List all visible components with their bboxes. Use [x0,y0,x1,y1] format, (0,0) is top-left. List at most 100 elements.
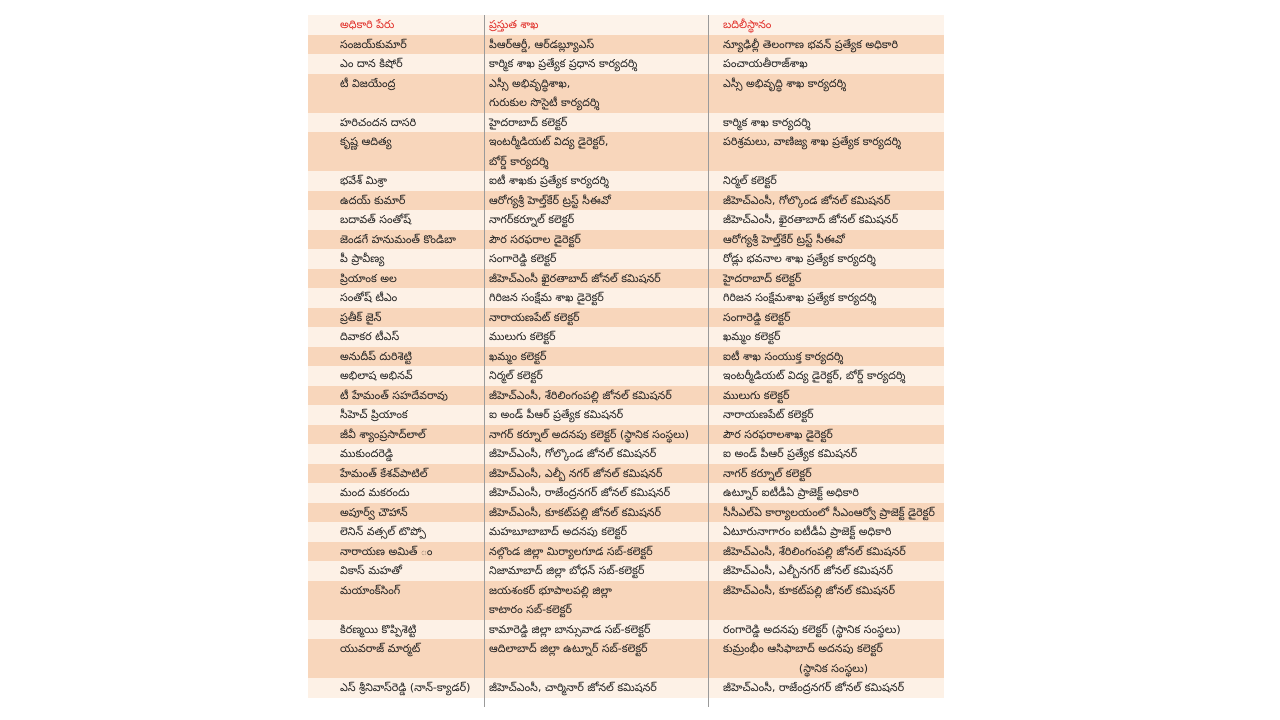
officer-name-line: ఉదయ్ కుమార్ [340,193,406,207]
current-post: సంగారెడ్డి కలెక్టర్ [484,249,708,269]
current-post: పౌర సరఫరాల డైరెక్టర్ [484,230,708,250]
transfer-post: ఏటూరునాగారం ఐటీడీఏ ప్రాజెక్ట్ అధికారి [708,522,944,542]
current-post: నల్గొండ జిల్లా మిర్యాలగూడ సబ్-కలెక్టర్ [484,542,708,562]
transfer-post: ఐటీ శాఖ సంయుక్త కార్యదర్శి [708,347,944,367]
current-post: జీహెచ్‌ఎంసీ, కూకట్‌పల్లి జోనల్ కమిషనర్ [484,503,708,523]
officer-name-line: ప్రతీక్ జైన్ [340,310,382,324]
officer-name: పీ ప్రావీణ్య [308,249,484,269]
current-post: జీహెచ్‌ఎంసీ, శేరిలింగంపల్లి జోనల్ కమిషనర… [484,386,708,406]
current-post-line: ఆదిలాబాద్ జిల్లా ఉట్నూర్ సబ్-కలెక్టర్ [489,642,648,655]
officer-name: మంద మకరందు [308,483,484,503]
transfer-post-line: గిరిజన సంక్షేమశాఖ ప్రత్యేక కార్యదర్శి [723,291,877,304]
transfer-post-line: సీసీఎల్ఏ కార్యాలయంలో సీఎంఆర్వో ప్రాజెక్ట… [723,505,935,519]
current-post-line: కాటారం సబ్-కలెక్టర్ [489,603,572,616]
current-post-line: జీహెచ్‌ఎంసీ ఖైరతాబాద్ జోనల్ కమిషనర్ [489,271,661,285]
current-post-line: జీహెచ్‌ఎంసీ, రాజేంద్రనగర్ జోనల్ కమిషనర్ [489,486,671,499]
officer-name: ఉదయ్ కుమార్ [308,191,484,211]
current-post-line: జీహెచ్‌ఎంసీ, గోల్కొండ జోనల్ కమిషనర్ [489,447,657,460]
officer-name-line: బదావత్ సంతోష్ [340,213,412,226]
current-post: ఐ అండ్ పీఆర్ ప్రత్యేక కమిషనర్ [484,405,708,425]
transfer-post: నారాయణపేట్ కలెక్టర్ [708,405,944,425]
transfer-post: పంచాయతీరాజ్‌శాఖ [708,54,944,74]
table-row: హరిచందన దాసరి హైదరాబాద్ కలెక్టర్ కార్మిక శ… [308,112,944,133]
transfer-post: ఆరోగ్యశ్రీ హెల్త్‌కేర్ ట్రస్ట్ సీఈవో [708,230,944,250]
current-post: నాగర్ కర్నూల్ అదనపు కలెక్టర్ (స్థానిక సం… [484,425,708,445]
officer-name: దివాకర టీఎస్ [308,327,484,347]
table-row: మంద మకరందు జీహెచ్‌ఎంసీ, రాజేంద్రనగర్ జోనల… [308,483,944,503]
transfer-post-line: కార్మిక శాఖ కార్యదర్శి [723,115,811,129]
transfer-post-line: రంగారెడ్డి అదనపు కలెక్టర్ (స్థానిక సంస్థ… [723,622,901,636]
transfer-post: ఉట్నూర్ ఐటీడీఏ ప్రాజెక్ట్ అధికారి [708,483,944,503]
transfer-post: ములుగు కలెక్టర్ [708,386,944,406]
transfer-post: నిర్మల్ కలెక్టర్ [708,171,944,191]
table-row: ఉదయ్ కుమార్ ఆరోగ్యశ్రీ హెల్త్‌కేర్ ట్రస్ట… [308,190,944,211]
table-row: జెండగే హనుమంత్ కొండిబా పౌర సరఫరాల డైరెక్ట… [308,229,944,250]
transfer-post-line: ములుగు కలెక్టర్ [723,388,790,402]
current-post-line: ములుగు కలెక్టర్ [489,330,556,343]
transfer-post: జీహెచ్‌ఎంసీ, రాజేంద్రనగర్ జోనల్ కమిషనర్ [708,678,944,698]
officer-name-line: అనుదీప్ దురిశెట్టి [340,349,413,363]
transfer-post-line: హైదరాబాద్ కలెక్టర్ [723,271,802,285]
table-row: లెనిన్ వత్సల్ టొప్పో మహబూబాబాద్ అదనపు కలె… [308,522,944,542]
current-post-line: ఎస్సీ అభివృద్ధిశాఖ, [489,76,571,90]
table-row: బదావత్ సంతోష్ నాగర్‌కర్నూల్ కలెక్టర్ జీహెచ… [308,210,944,230]
transfer-post: కార్మిక శాఖ కార్యదర్శి [708,113,944,133]
transfer-post: గిరిజన సంక్షేమశాఖ ప్రత్యేక కార్యదర్శి [708,288,944,308]
officer-name-line: లెనిన్ వత్సల్ టొప్పో [340,525,426,538]
header-current-post: ప్రస్తుత శాఖ [489,18,539,31]
officer-name: సీహెచ్ ప్రియాంక [308,405,484,425]
current-post: నిర్మల్ కలెక్టర్ [484,366,708,386]
officer-name: ముకుందరెడ్డి [308,444,484,464]
transfer-post-line: ఐ అండ్ పీఆర్ ప్రత్యేక కమిషనర్ [723,447,858,460]
transfer-post-line: ఎస్సీ అభివృద్ధి శాఖ కార్యదర్శి [723,76,847,90]
table-row: ఎస్ శ్రీనివాస్‌రెడ్డి (నాన్-క్యాడర్) జీహె… [308,678,944,698]
officer-name-line: భవేశ్ మిశ్రా [340,174,387,187]
officer-name: టీ విజయేంద్ర [308,74,484,113]
transfer-post: కుమ్రంభీం ఆసిఫాబాద్ అదనపు కలెక్టర్ (స్థాన… [708,639,944,678]
transfer-post: జీహెచ్‌ఎంసీ, గోల్కొండ జోనల్ కమిషనర్ [708,191,944,211]
transfer-post: జీహెచ్‌ఎంసీ, ఖైరతాబాద్ జోనల్ కమిషనర్ [708,210,944,230]
transfer-post-line: పంచాయతీరాజ్‌శాఖ [723,57,808,70]
officer-name-line: దివాకర టీఎస్ [340,330,400,343]
officer-name: అనుదీప్ దురిశెట్టి [308,347,484,367]
officer-name-line: టీ హేమంత్ సహదేవరావు [340,388,448,402]
officer-name: సంజయ్‌కుమార్ [308,35,484,55]
officer-name: మయాంక్‌సింగ్ [308,581,484,620]
column-divider [708,15,709,707]
transfer-post-line: సంగారెడ్డి కలెక్టర్ [723,310,791,324]
transfer-post: ఖమ్మం కలెక్టర్ [708,327,944,347]
current-post: నారాయణపేట్ కలెక్టర్ [484,308,708,328]
current-post-line: నల్గొండ జిల్లా మిర్యాలగూడ సబ్-కలెక్టర్ [489,544,653,558]
transfer-post-line: న్యూఢిల్లీ తెలంగాణ భవన్ ప్రత్యేక అధికారి [723,37,898,51]
officer-name-line: సంతోష్ టీఎం [340,291,398,304]
current-post-line: హైదరాబాద్ కలెక్టర్ [489,115,568,129]
table-row: సీహెచ్ ప్రియాంక ఐ అండ్ పీఆర్ ప్రత్యేక కమి… [308,405,944,425]
current-post: ఎస్సీ అభివృద్ధిశాఖ, గురుకుల సొసైటీ కార్యద… [484,74,708,113]
officer-name-line: పీ ప్రావీణ్య [340,252,385,265]
officer-name-line: యువరాజ్ మార్మట్ [340,642,421,655]
current-post-line: ఇంటర్మీడియట్ విద్య డైరెక్టర్, [489,135,609,148]
header-transfer-post: బదిలీస్థానం [723,18,772,31]
current-post-line: జయశంకర్ భూపాలపల్లి జిల్లా [489,583,612,597]
officer-name-line: జెండగే హనుమంత్ కొండిబా [340,232,456,246]
officer-name-line: అపూర్వ్ చౌహాన్ [340,505,408,519]
current-post-line: నాగర్ కర్నూల్ అదనపు కలెక్టర్ (స్థానిక సం… [489,427,690,441]
transfer-post-line: జీహెచ్‌ఎంసీ, ఖైరతాబాద్ జోనల్ కమిషనర్ [723,213,899,226]
current-post: నాగర్‌కర్నూల్ కలెక్టర్ [484,210,708,230]
current-post: హైదరాబాద్ కలెక్టర్ [484,113,708,133]
current-post-line: ఐటీ శాఖకు ప్రత్యేక కార్యదర్శి [489,174,609,187]
officer-name-line: మయాంక్‌సింగ్ [340,583,401,597]
transfer-table-sheet: అధికారి పేరు ప్రస్తుత శాఖ బదిలీస్థానం సం… [308,0,958,720]
officer-name: అపూర్వ్ చౌహాన్ [308,503,484,523]
officer-name-line: ముకుందరెడ్డి [340,447,393,460]
current-post-line: జీహెచ్‌ఎంసీ, శేరిలింగంపల్లి జోనల్ కమిషనర… [489,388,672,402]
officer-name: వికాస్ మహతో [308,561,484,581]
officer-name-line: సంజయ్‌కుమార్ [340,37,407,51]
current-post-line: పౌర సరఫరాల డైరెక్టర్ [489,232,581,246]
current-post: జీహెచ్‌ఎంసీ, చార్మినార్ జోనల్ కమిషనర్ [484,678,708,698]
officer-name-line: వికాస్ మహతో [340,564,402,577]
current-post: జీహెచ్‌ఎంసీ, ఎల్బీ నగర్ జోనల్ కమిషనర్ [484,464,708,484]
table-row: పీ ప్రావీణ్య సంగారెడ్డి కలెక్టర్ రోడ్లు భవ… [308,249,944,269]
officer-name: ఎం దాన కిషోర్ [308,54,484,74]
officer-name: కిరణ్మయి కొప్పిశెట్టి [308,620,484,640]
